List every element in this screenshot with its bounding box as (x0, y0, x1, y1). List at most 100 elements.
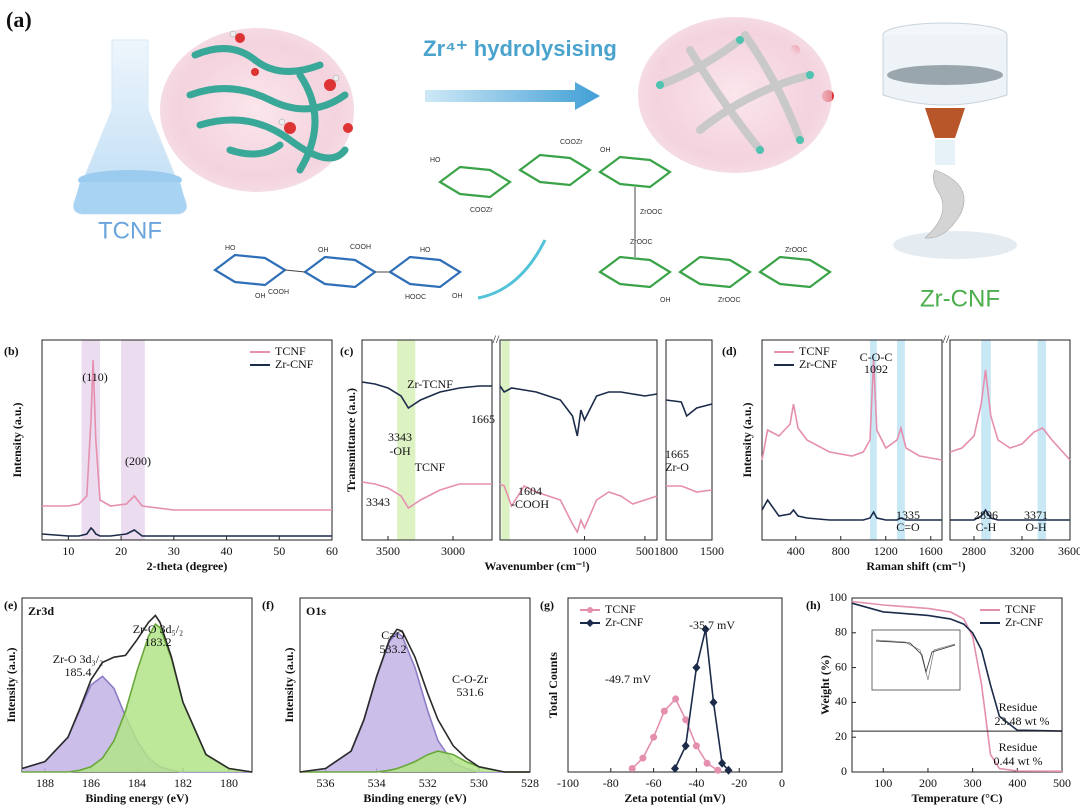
legend-label: Zr-CNF (799, 357, 838, 371)
series-line (41, 526, 332, 537)
crosslinked-fibers (656, 31, 814, 154)
x-tick-label: 3000 (441, 544, 465, 558)
marker (682, 716, 690, 724)
series-line (851, 602, 1063, 732)
x-tick-label: 60 (326, 544, 338, 558)
highlight-band (81, 340, 100, 540)
plot-frame (761, 339, 943, 541)
plot-frame (499, 339, 658, 541)
annotation: Residue (999, 700, 1038, 714)
highlight-band (121, 340, 145, 540)
highlight-band (501, 340, 510, 540)
marker (692, 663, 701, 673)
series-line (499, 385, 658, 437)
panel-a: (a) TCNF Zr⁴⁺ hydrolysising (6, 7, 1017, 312)
annotation: C=O (381, 628, 405, 642)
x-axis-label: 2-theta (degree) (147, 559, 228, 573)
annotation: 3371 (1024, 508, 1048, 522)
annotation: -49.7 mV (605, 672, 651, 686)
plot-frame (567, 597, 783, 773)
x-tick-label: 20 (115, 544, 127, 558)
series-line (299, 628, 530, 773)
x-tick-label: 200 (919, 776, 937, 790)
marker (718, 758, 727, 768)
annotation: 3343 (388, 430, 412, 444)
structure-label: OH (600, 147, 611, 154)
plot-frame (949, 339, 1071, 541)
annotation: Zr-O (665, 460, 689, 474)
x-tick-label: 800 (832, 544, 850, 558)
x-tick-label: 500 (1053, 776, 1071, 790)
x-tick-label: 528 (521, 776, 539, 790)
cnf-film (924, 169, 965, 239)
reaction-arrow (477, 239, 547, 300)
fiber-ends (656, 36, 814, 154)
x-axis-label: Temperature (°C) (911, 791, 1002, 805)
series-line (21, 614, 253, 773)
series-line (674, 629, 730, 771)
structure-label: ZrOOC (640, 209, 663, 216)
x-axis-label: Raman shift (cm⁻¹) (866, 559, 965, 573)
marker (628, 765, 636, 773)
liquid (73, 182, 187, 214)
annotation: 23.48 wt % (995, 714, 1050, 728)
marker (701, 624, 710, 634)
annotation: -35.7 mV (689, 618, 735, 632)
structure-label: COOZr (470, 207, 493, 214)
y-tick-label: 60 (835, 659, 847, 673)
x-axis-label: Binding energy (eV) (363, 791, 466, 805)
series-line (851, 600, 1063, 772)
x-tick-label: 3200 (1010, 544, 1034, 558)
structure-label: OH (452, 293, 463, 300)
marker (709, 697, 718, 707)
x-tick-label: -60 (646, 776, 662, 790)
start-label: TCNF (98, 217, 162, 244)
filter-tip (925, 108, 965, 138)
annotation: 2896 (974, 508, 998, 522)
x-tick-label: 534 (368, 776, 386, 790)
series-line (761, 498, 942, 521)
legend-marker (587, 607, 593, 613)
annotation: 183.2 (145, 635, 172, 649)
annotation: 185.4 (65, 665, 92, 679)
process-label: Zr⁴⁺ hydrolysising (423, 36, 617, 61)
y-tick-label: 100 (829, 590, 847, 604)
structure-label: OH (660, 297, 671, 304)
plot-frame (665, 339, 713, 541)
legend-label: Zr-CNF (1005, 615, 1044, 629)
series-line (666, 485, 713, 493)
x-tick-label: 532 (419, 776, 437, 790)
structure-label: HO (225, 245, 236, 252)
series-line (499, 483, 658, 534)
annotation: 531.6 (457, 685, 484, 699)
x-tick-label: 530 (470, 776, 488, 790)
marker (681, 741, 690, 751)
x-tick-label: 300 (964, 776, 982, 790)
marker (724, 765, 733, 775)
highlight-band (981, 340, 991, 540)
structure-label: COOH (268, 289, 289, 296)
x-tick-label: 182 (174, 776, 192, 790)
y-axis-label: Transmittance (a.u.) (344, 388, 358, 492)
series-label: TCNF (415, 460, 446, 474)
plot-frame (41, 339, 333, 541)
x-axis-label: Wavenumber (cm⁻¹) (484, 559, 589, 573)
x-tick-label: 400 (1008, 776, 1026, 790)
panel-label: (c) (340, 344, 353, 358)
x-tick-label: -100 (557, 776, 579, 790)
y-axis-label: Intensity (a.u.) (10, 402, 24, 477)
x-tick-label: 1500 (700, 544, 724, 558)
annotation: -OH (389, 444, 411, 458)
peak-area (300, 632, 530, 772)
panel-label: (e) (4, 598, 17, 612)
x-tick-label: 3500 (376, 544, 400, 558)
x-tick-label: 1000 (573, 544, 597, 558)
series-line (950, 508, 1070, 521)
x-tick-label: 40 (221, 544, 233, 558)
fibers (186, 45, 349, 174)
annotation: 1665 (665, 447, 689, 461)
series-line (761, 359, 943, 461)
peak-area (22, 624, 252, 772)
y-axis-label: Weight (%) (818, 655, 832, 715)
structure-label: ZrOOC (718, 297, 741, 304)
